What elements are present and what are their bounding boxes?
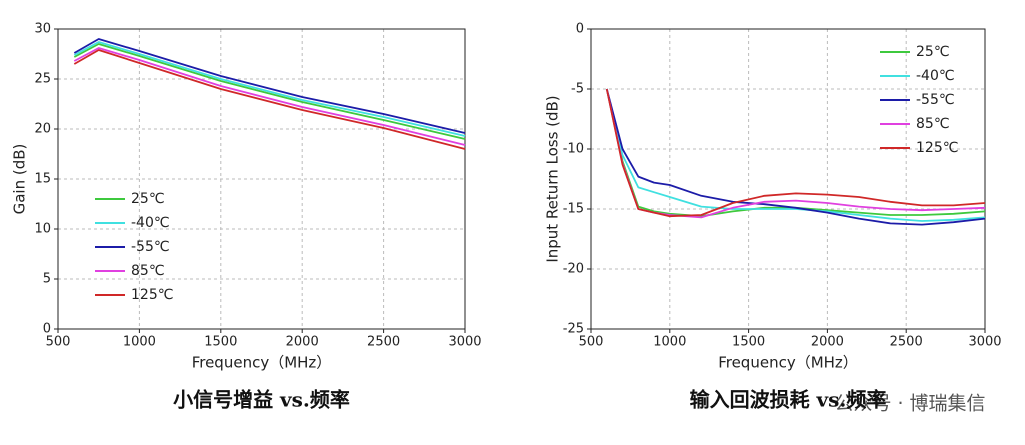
chart-title: 输入回波损耗 vs.频率 <box>690 388 887 412</box>
series-line <box>73 38 466 134</box>
x-axis-label: Frequency（MHz） <box>718 354 858 372</box>
y-tick-label: 30 <box>34 22 51 37</box>
y-tick-label: 10 <box>34 222 51 237</box>
series-line <box>73 43 466 140</box>
x-axis-label: Frequency（MHz） <box>192 354 332 372</box>
series-line <box>605 88 986 218</box>
x-tick-label: 1000 <box>653 335 686 350</box>
y-tick-label: 25 <box>34 72 51 87</box>
y-tick-label: -20 <box>563 262 584 277</box>
y-tick-label: -25 <box>563 322 584 337</box>
legend-label: 125℃ <box>131 287 173 303</box>
y-tick-label: -5 <box>571 82 584 97</box>
legend-label: 125℃ <box>916 140 958 156</box>
legend-label: -40℃ <box>916 68 955 84</box>
x-tick-label: 500 <box>46 335 71 350</box>
y-tick-label: 20 <box>34 122 51 137</box>
y-tick-label: -15 <box>563 202 584 217</box>
watermark: 公众号 · 博瑞集信 <box>834 393 985 415</box>
y-axis-label: Gain (dB) <box>11 144 29 215</box>
x-tick-label: 1500 <box>204 335 237 350</box>
x-tick-label: 1000 <box>123 335 156 350</box>
x-tick-label: 3000 <box>448 335 481 350</box>
series-line <box>605 88 986 222</box>
x-tick-label: 500 <box>579 335 604 350</box>
x-tick-label: 2000 <box>286 335 319 350</box>
y-axis-label: Input Return Loss (dB) <box>544 95 562 262</box>
chart-title: 小信号增益 vs.频率 <box>173 388 350 412</box>
legend-label: -55℃ <box>916 92 955 108</box>
legend-label: 85℃ <box>131 263 165 279</box>
legend-label: -55℃ <box>131 239 170 255</box>
plot-frame <box>590 28 986 330</box>
series-line <box>73 47 466 146</box>
y-tick-label: 0 <box>576 22 584 37</box>
y-tick-label: 5 <box>43 272 51 287</box>
x-tick-label: 1500 <box>732 335 765 350</box>
legend-label: 25℃ <box>131 191 165 207</box>
x-tick-label: 2500 <box>367 335 400 350</box>
series-line <box>73 41 466 137</box>
y-tick-label: -10 <box>563 142 584 157</box>
series-line <box>73 49 466 150</box>
series-line <box>605 88 986 218</box>
x-tick-label: 3000 <box>968 335 1001 350</box>
legend-label: -40℃ <box>131 215 170 231</box>
y-tick-label: 15 <box>34 172 51 187</box>
series-line <box>605 88 986 226</box>
plot-frame <box>57 28 466 330</box>
legend-label: 85℃ <box>916 116 950 132</box>
x-tick-label: 2000 <box>811 335 844 350</box>
x-tick-label: 2500 <box>890 335 923 350</box>
legend-label: 25℃ <box>916 44 950 60</box>
y-tick-label: 0 <box>43 322 51 337</box>
